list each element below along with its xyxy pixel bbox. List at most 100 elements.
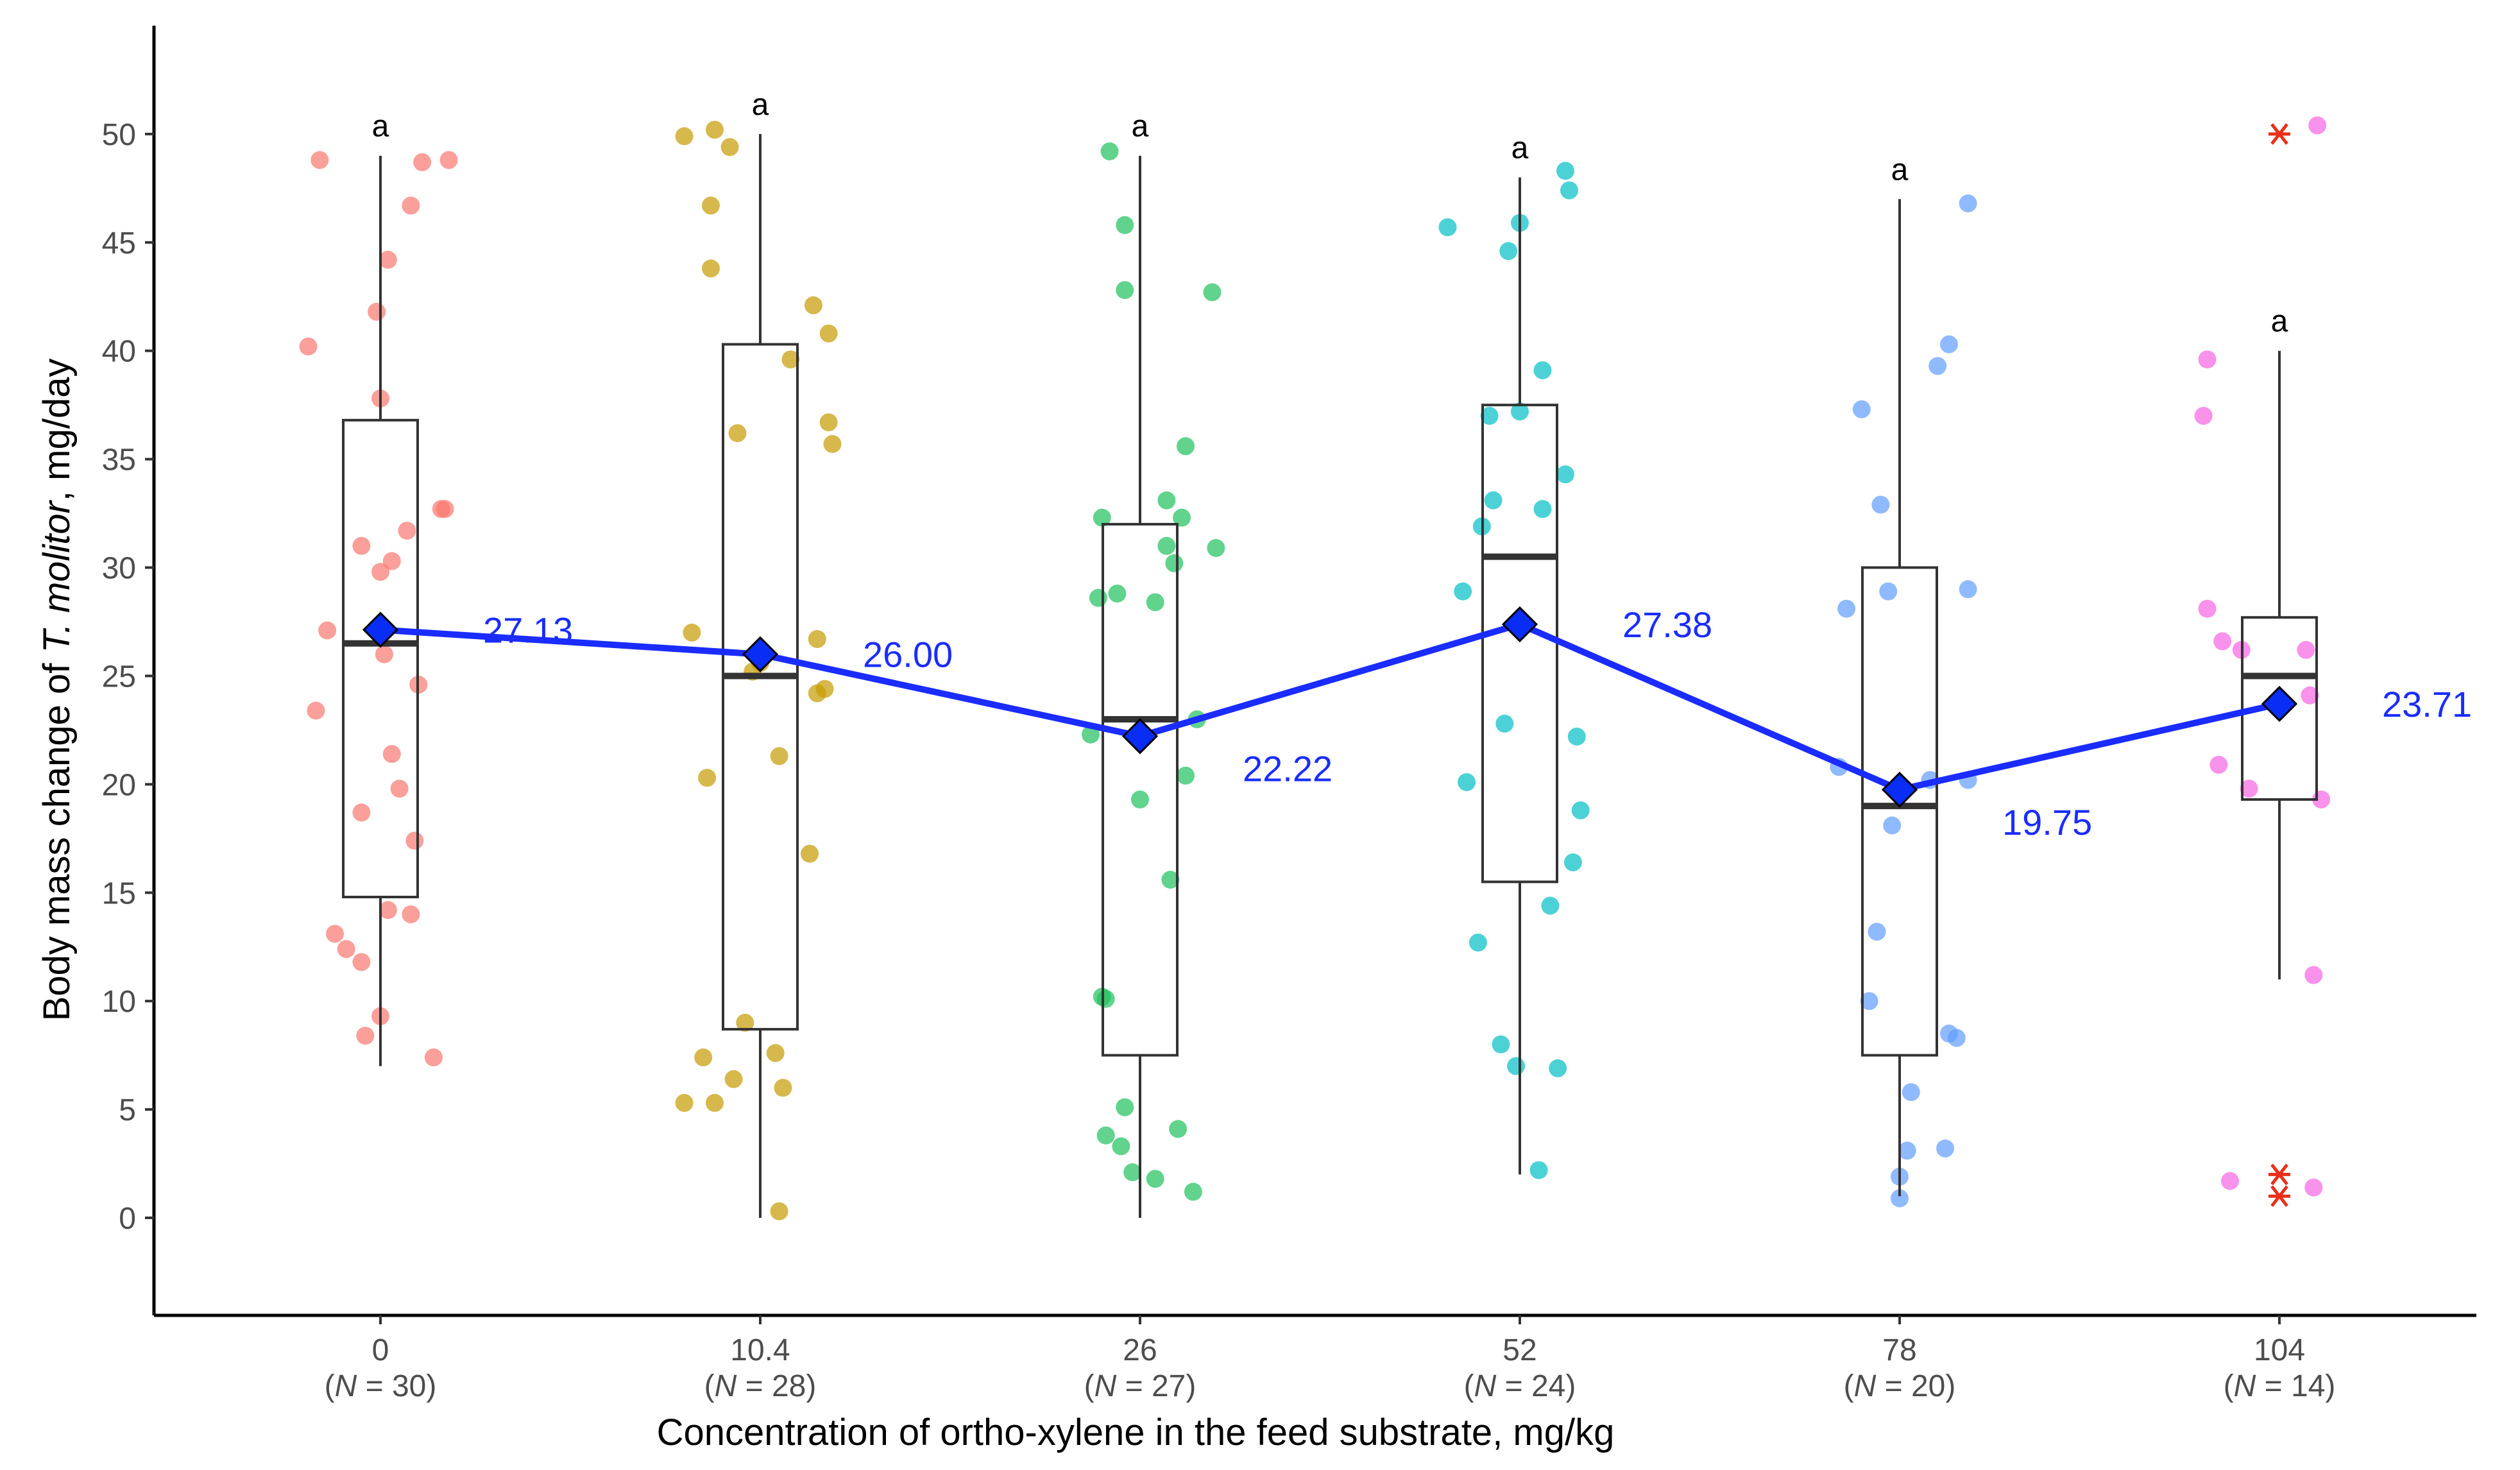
data-point: [2194, 407, 2213, 425]
significance-letter: a: [1511, 131, 1529, 165]
data-point: [706, 121, 724, 139]
data-point: [379, 901, 397, 919]
significance-letter: a: [1132, 110, 1149, 144]
data-point: [728, 424, 747, 443]
data-point: [318, 621, 337, 640]
data-point: [326, 925, 344, 943]
data-point: [1469, 934, 1487, 952]
n-open: (: [2224, 1369, 2234, 1403]
data-point: [1495, 714, 1514, 733]
data-point: [402, 196, 420, 215]
data-point: [683, 623, 701, 642]
x-tick-label: 26: [1123, 1333, 1157, 1367]
n-symbol: N: [2234, 1369, 2256, 1403]
data-point: [439, 151, 458, 169]
x-tick-label: 10.4: [730, 1333, 790, 1367]
mean-marker: [1121, 718, 1159, 755]
data-point: [2198, 599, 2217, 618]
outlier-stroke: [2270, 1185, 2288, 1208]
data-point: [356, 1027, 375, 1045]
n-symbol: N: [1854, 1369, 1877, 1403]
sample-size-label: (N = 24): [1464, 1369, 1576, 1403]
data-point: [375, 645, 393, 663]
data-point: [770, 747, 788, 765]
data-point: [1123, 1163, 1142, 1181]
data-point: [1112, 1137, 1130, 1156]
significance-letter: a: [1891, 153, 1909, 187]
data-point: [1100, 142, 1119, 160]
data-point: [1096, 989, 1115, 1008]
data-point: [1082, 725, 1100, 744]
data-point: [382, 745, 401, 764]
data-point: [1438, 218, 1457, 237]
outliers-layer: [2269, 123, 2290, 1208]
data-point: [1556, 465, 1574, 484]
y-tick-label: 30: [102, 552, 136, 586]
data-point: [1947, 1029, 1966, 1047]
y-tick-label: 15: [102, 876, 136, 910]
data-point: [1157, 491, 1176, 509]
data-point: [337, 940, 355, 959]
n-symbol: N: [1094, 1369, 1117, 1403]
data-point: [1161, 871, 1180, 889]
data-point: [724, 1070, 743, 1088]
n-open: (: [1844, 1369, 1854, 1403]
n-value: = 14): [2256, 1369, 2335, 1403]
data-point: [307, 701, 325, 720]
y-title-suffix: , mg/day: [36, 359, 78, 501]
data-point: [402, 905, 420, 923]
n-value: = 28): [736, 1369, 816, 1403]
data-point: [1131, 791, 1149, 808]
x-tick-label: 52: [1503, 1333, 1537, 1367]
data-point: [1146, 593, 1164, 611]
box: [2241, 616, 2318, 801]
data-point: [1203, 283, 1222, 302]
data-point: [1499, 242, 1518, 261]
data-point: [1898, 1141, 1916, 1160]
data-point: [1928, 357, 1947, 375]
data-point: [413, 153, 432, 171]
data-point: [1541, 896, 1560, 915]
data-point: [766, 1044, 785, 1063]
n-value: = 20): [1876, 1369, 1955, 1403]
data-point: [1879, 582, 1898, 601]
n-open: (: [704, 1369, 715, 1403]
data-point: [819, 413, 838, 432]
data-point: [1184, 1183, 1202, 1201]
data-point: [405, 832, 424, 850]
sample-size-label: (N = 20): [1844, 1369, 1956, 1403]
data-point: [1480, 407, 1499, 425]
data-point: [1533, 500, 1552, 518]
sample-size-label: (N = 14): [2224, 1369, 2336, 1403]
data-point: [1116, 281, 1134, 300]
significance-letter: a: [752, 88, 769, 122]
data-point: [2297, 640, 2315, 659]
data-point: [1556, 162, 1574, 180]
mean-value-label: 26.00: [863, 635, 953, 675]
data-point: [2240, 780, 2258, 798]
data-point: [2304, 1178, 2323, 1197]
data-point: [424, 1048, 443, 1066]
data-point: [1533, 361, 1552, 380]
data-point: [1891, 1189, 1909, 1208]
data-point: [1560, 181, 1578, 200]
significance-letter: a: [2271, 305, 2288, 339]
data-point: [702, 259, 720, 278]
box: [342, 418, 419, 899]
data-point: [1116, 1098, 1134, 1116]
n-symbol: N: [335, 1369, 357, 1403]
outlier-stroke: [2270, 123, 2288, 145]
mean-value-label: 19.75: [2002, 802, 2092, 842]
data-point: [801, 844, 819, 863]
data-point: [1507, 1057, 1526, 1075]
data-point: [1940, 335, 1958, 354]
data-point: [368, 302, 386, 321]
data-point: [1549, 1059, 1567, 1077]
n-value: = 24): [1496, 1369, 1576, 1403]
data-point: [1571, 801, 1590, 819]
data-point: [1959, 194, 1977, 212]
data-point: [398, 522, 416, 540]
data-point: [1146, 1170, 1164, 1188]
data-point: [382, 552, 401, 570]
